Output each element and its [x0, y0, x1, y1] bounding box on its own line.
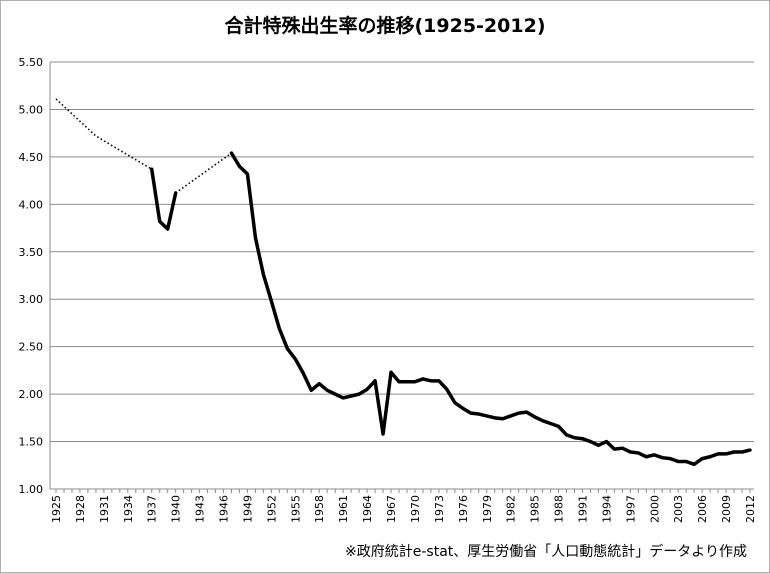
x-tick-label: 1940: [170, 495, 183, 523]
y-tick-label: 1.00: [19, 483, 44, 496]
series-line: [229, 151, 752, 467]
x-tick-label: 1985: [529, 495, 542, 523]
x-tick-label: 1934: [122, 495, 135, 523]
x-tick-label: 1967: [385, 495, 398, 523]
x-tick-label: 1982: [505, 495, 518, 523]
x-tick-label: 1952: [265, 495, 278, 523]
x-tick-label: 1943: [194, 495, 207, 523]
y-tick-label: 3.50: [19, 246, 44, 259]
x-tick-label: 1937: [146, 495, 159, 523]
x-tick-label: 1991: [576, 495, 589, 523]
series-line-estimated: [175, 152, 232, 194]
chart-title: 合計特殊出生率の推移(1925-2012): [224, 15, 546, 37]
x-tick-label: 2003: [672, 495, 685, 523]
x-tick-label: 1988: [553, 495, 566, 523]
x-tick-label: 1946: [218, 495, 231, 523]
x-tick-label: 1973: [433, 495, 446, 523]
x-tick-label: 1949: [241, 495, 254, 523]
x-tick-label: 1997: [624, 495, 637, 523]
y-tick-label: 4.50: [19, 151, 44, 164]
x-tick-label: 2009: [720, 495, 733, 523]
y-tick-label: 2.00: [19, 388, 44, 401]
x-tick-label: 1925: [50, 495, 63, 523]
y-tick-label: 5.00: [19, 103, 44, 116]
x-tick-label: 1964: [361, 495, 374, 523]
x-tick-label: 1958: [313, 495, 326, 523]
x-tick-label: 2006: [696, 495, 709, 523]
x-tick-label: 1994: [600, 495, 613, 523]
x-tick-label: 2012: [744, 495, 757, 523]
y-tick-label: 1.50: [19, 436, 44, 449]
x-tick-label: 1970: [409, 495, 422, 523]
x-tick-label: 1979: [481, 495, 494, 523]
x-tick-label: 1961: [337, 495, 350, 523]
x-tick-label: 1955: [289, 495, 302, 523]
y-tick-label: 5.50: [19, 56, 44, 69]
source-note: ※政府統計e-stat、厚生労働省「人口動態統計」データより作成: [345, 544, 747, 560]
y-tick-label: 3.00: [19, 293, 44, 306]
x-tick-label: 1931: [98, 495, 111, 523]
x-tick-label: 2000: [648, 495, 661, 523]
series-line: [149, 167, 178, 231]
x-tick-label: 1928: [74, 495, 87, 523]
y-tick-label: 2.50: [19, 341, 44, 354]
x-tick-label: 1976: [457, 495, 470, 523]
y-tick-label: 4.00: [19, 198, 44, 211]
